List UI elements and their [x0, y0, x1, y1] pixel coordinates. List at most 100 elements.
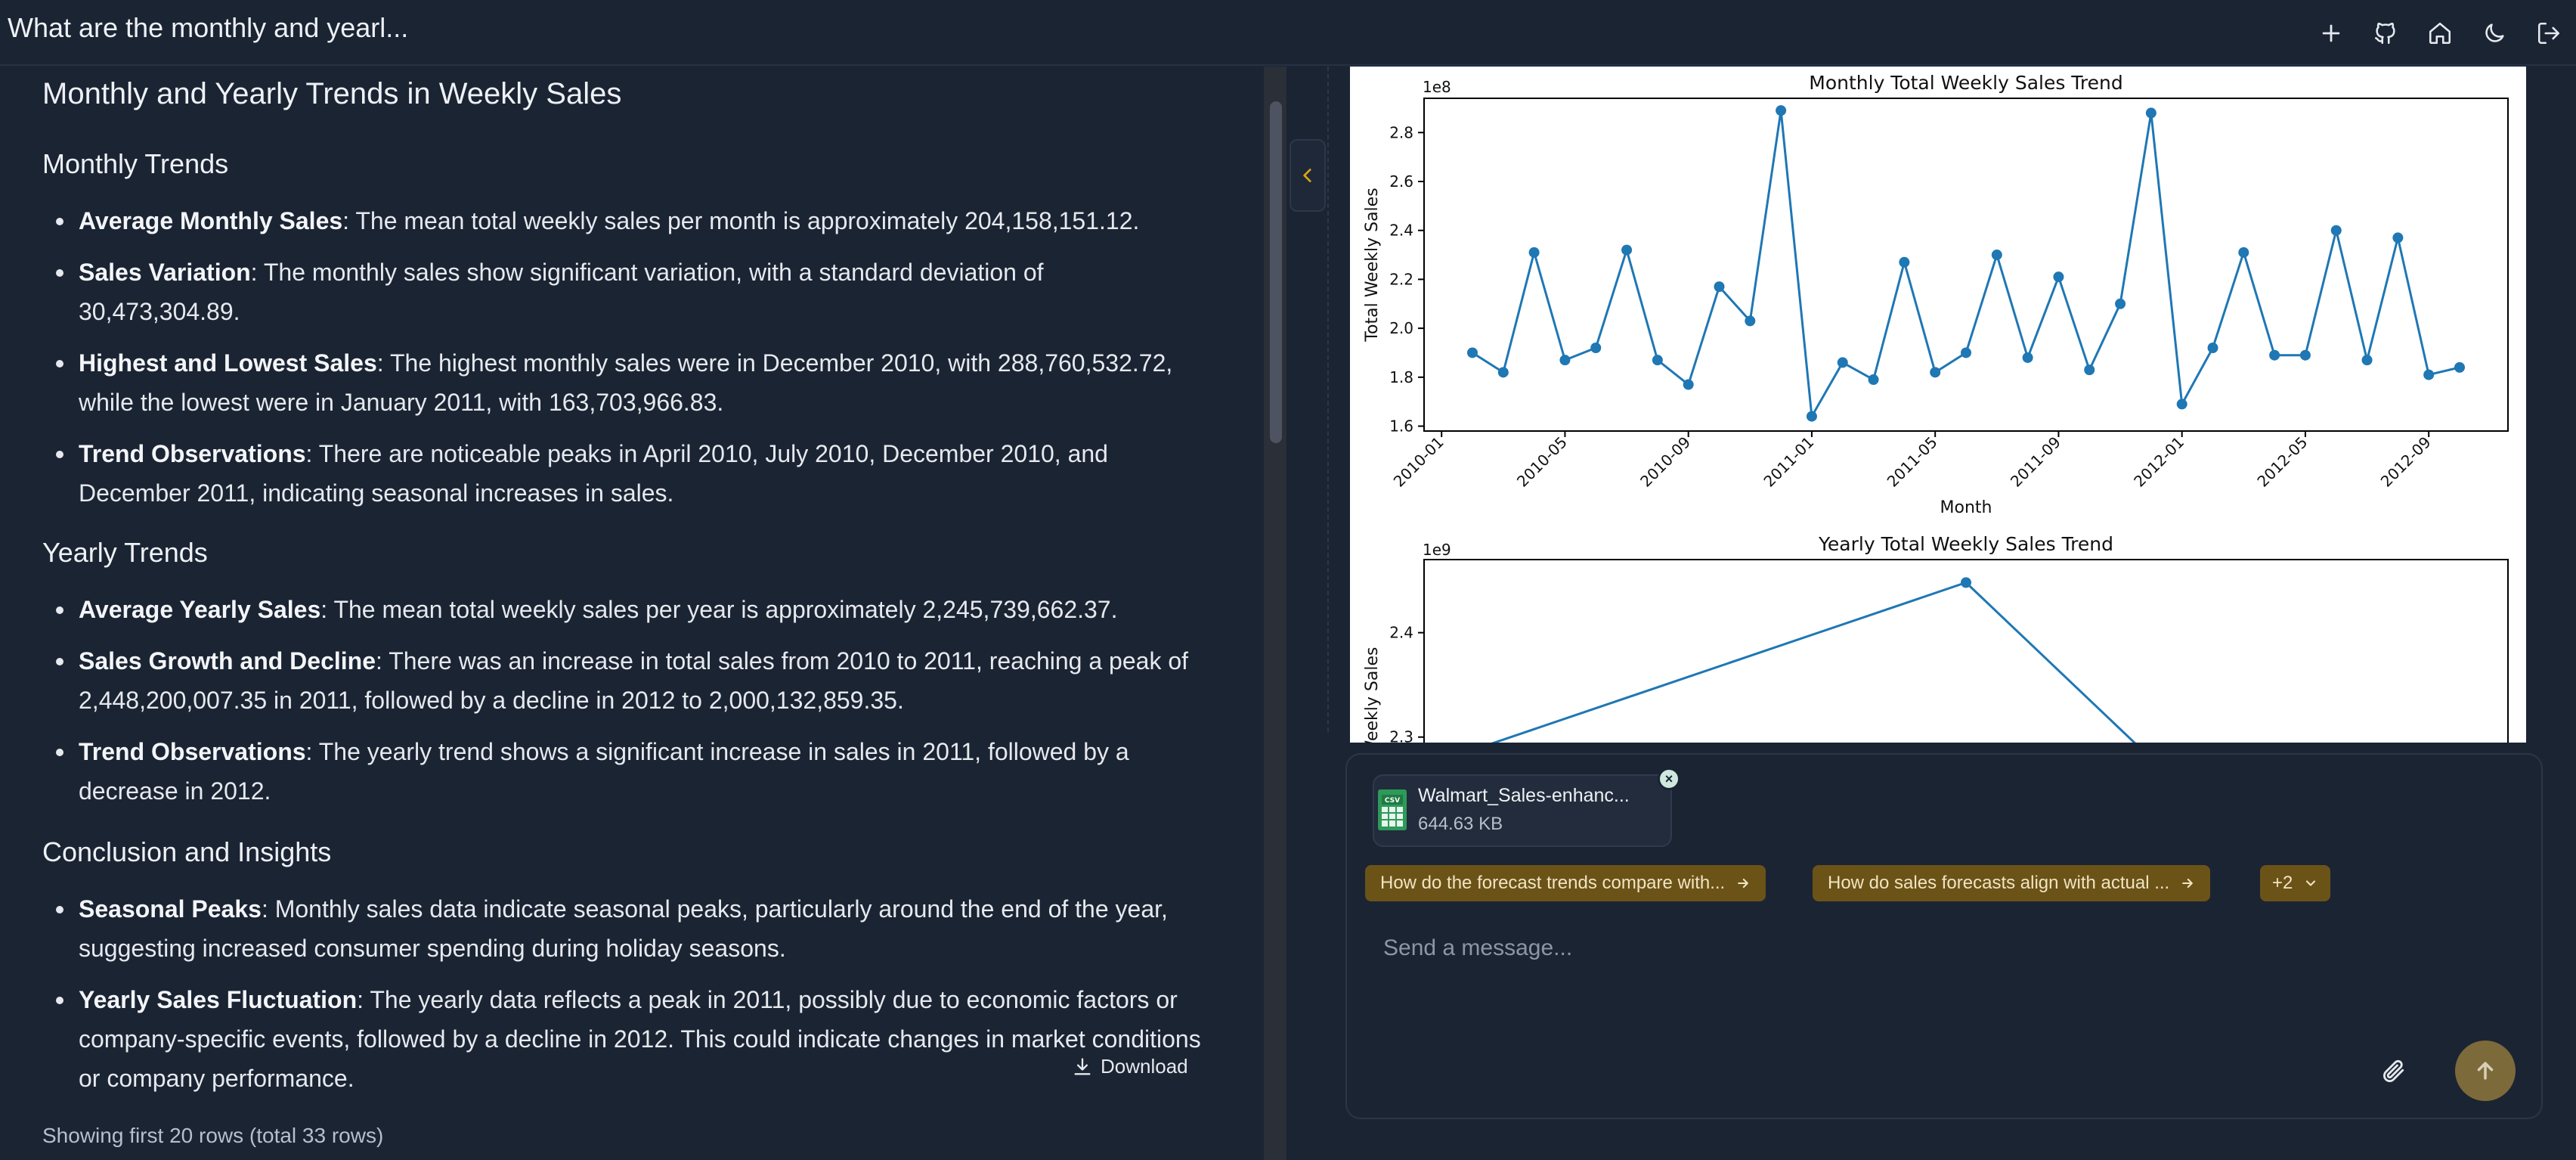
data-point — [1868, 374, 1879, 386]
data-point — [2299, 349, 2311, 361]
y-tick-label: 2.2 — [1389, 270, 1413, 288]
arrow-right-icon — [1738, 878, 1749, 889]
data-point — [1467, 347, 1478, 358]
list-item: Sales Growth and Decline: There was an i… — [42, 641, 1206, 720]
data-point — [2022, 352, 2033, 363]
suggestion-chip[interactable]: How do the forecast trends compare with.… — [1365, 865, 1766, 901]
remove-attachment-button[interactable]: × — [1658, 768, 1680, 790]
data-point — [1837, 357, 1848, 368]
y-tick-label: 2.3 — [1389, 728, 1413, 743]
data-point — [2330, 225, 2342, 236]
chart-title: Monthly Total Weekly Sales Trend — [1809, 72, 2122, 94]
logout-icon[interactable] — [2522, 6, 2576, 60]
data-point — [1590, 343, 1602, 353]
yearly-trends-list: Average Yearly Sales: The mean total wee… — [42, 590, 1206, 823]
list-item: Highest and Lowest Sales: The highest mo… — [42, 343, 1206, 422]
charts-svg: Monthly Total Weekly Sales Trend 1e8 Month… — [1363, 72, 2509, 743]
conclusion-list: Seasonal Peaks: Monthly sales data indic… — [42, 889, 1206, 1110]
divider — [1327, 67, 1329, 732]
monthly-series-line — [1472, 110, 2460, 420]
list-item: Average Yearly Sales: The mean total wee… — [42, 590, 1206, 629]
y-tick-label: 2.4 — [1389, 624, 1413, 642]
y-tick-label: 2.0 — [1389, 319, 1413, 337]
plot-frame — [1423, 98, 2509, 432]
moon-icon[interactable] — [2467, 6, 2522, 60]
chevron-left-icon — [1303, 169, 1311, 182]
section-heading-monthly: Monthly Trends — [42, 148, 229, 179]
attach-button[interactable] — [2378, 1056, 2408, 1086]
y-tick-label: 1.8 — [1389, 368, 1413, 386]
data-point — [1776, 105, 1787, 116]
data-point — [1621, 244, 1633, 256]
attachment-card[interactable] — [1373, 774, 1672, 847]
y-tick-label: 1.6 — [1389, 417, 1413, 436]
paperclip-icon — [2383, 1059, 2404, 1082]
data-point — [2392, 232, 2404, 243]
data-point — [1497, 367, 1509, 378]
x-tick-label: 2012-01 — [2130, 433, 2187, 491]
data-point — [2207, 343, 2218, 353]
monthly-trends-list: Average Monthly Sales: The mean total we… — [42, 201, 1206, 525]
data-point — [1652, 355, 1663, 366]
rows-status: Showing first 20 rows (total 33 rows) — [42, 1124, 384, 1147]
data-point — [1961, 347, 1971, 358]
x-tick-label: 2010-01 — [1390, 433, 1447, 491]
section-heading-conclusion: Conclusion and Insights — [42, 836, 332, 867]
y-scale-label: 1e9 — [1423, 541, 1451, 559]
attachment-size: 644.63 KB — [1418, 814, 1503, 834]
arrow-right-icon — [2182, 878, 2194, 889]
download-label: Download — [1101, 1055, 1188, 1078]
y-axis-label: Total Weekly Sales — [1363, 188, 1382, 342]
list-item: Sales Variation: The monthly sales show … — [42, 253, 1206, 331]
home-icon[interactable] — [2413, 6, 2467, 60]
data-point — [2269, 349, 2280, 361]
download-button[interactable]: Download — [1072, 1055, 1188, 1078]
data-point — [2115, 298, 2126, 309]
x-tick-label: 2010-09 — [1636, 433, 1694, 491]
scrollbar-thumb[interactable] — [1270, 101, 1282, 443]
yearly-series-line — [1491, 581, 2136, 743]
close-icon: × — [1664, 771, 1673, 786]
chevron-down-icon — [2306, 880, 2316, 886]
chart-title: Yearly Total Weekly Sales Trend — [1818, 533, 2113, 555]
data-point — [1528, 247, 1540, 258]
data-point — [2454, 361, 2465, 373]
more-suggestions-button[interactable]: +2 — [2260, 865, 2331, 901]
csv-file-icon: CSV — [1378, 789, 1407, 830]
data-point — [2361, 355, 2373, 366]
x-tick-label: 2010-05 — [1513, 433, 1571, 491]
report-panel: Monthly and Yearly Trends in Weekly Sale… — [0, 67, 1264, 1160]
data-point — [1806, 411, 1817, 422]
collapse-panel-button[interactable] — [1290, 139, 1326, 212]
svg-text:CSV: CSV — [1385, 797, 1400, 805]
section-heading-yearly: Yearly Trends — [42, 537, 208, 568]
y-tick-label: 2.6 — [1389, 172, 1413, 191]
data-point — [1683, 379, 1694, 390]
message-input[interactable] — [1383, 933, 2441, 963]
data-point — [2053, 271, 2064, 283]
data-point — [1714, 281, 1725, 293]
data-point — [1899, 256, 1910, 268]
x-tick-label: 2012-09 — [2377, 433, 2435, 491]
x-tick-label: 2012-05 — [2253, 433, 2311, 491]
data-point — [1991, 250, 2002, 261]
list-item: Trend Observations: The yearly trend sho… — [42, 732, 1206, 811]
plus-icon[interactable] — [2304, 6, 2358, 60]
data-point — [2084, 364, 2095, 376]
download-icon — [1074, 1057, 1091, 1075]
github-icon[interactable] — [2358, 6, 2413, 60]
data-point — [2145, 107, 2156, 119]
x-tick-label: 2011-01 — [1760, 433, 1817, 491]
suggestion-chip[interactable]: How do sales forecasts align with actual… — [1813, 865, 2211, 901]
send-button[interactable] — [2455, 1041, 2516, 1101]
list-item: Seasonal Peaks: Monthly sales data indic… — [42, 889, 1206, 968]
list-item: Yearly Sales Fluctuation: The yearly dat… — [42, 980, 1206, 1098]
data-point — [1745, 315, 1756, 327]
y-tick-label: 2.8 — [1389, 123, 1413, 141]
list-item: Average Monthly Sales: The mean total we… — [42, 201, 1206, 240]
y-scale-label: 1e8 — [1423, 78, 1451, 96]
data-point — [2423, 369, 2435, 380]
y-axis-label: Weekly Sales — [1363, 647, 1382, 743]
data-point — [1930, 367, 1941, 378]
y-tick-label: 2.4 — [1389, 222, 1413, 240]
